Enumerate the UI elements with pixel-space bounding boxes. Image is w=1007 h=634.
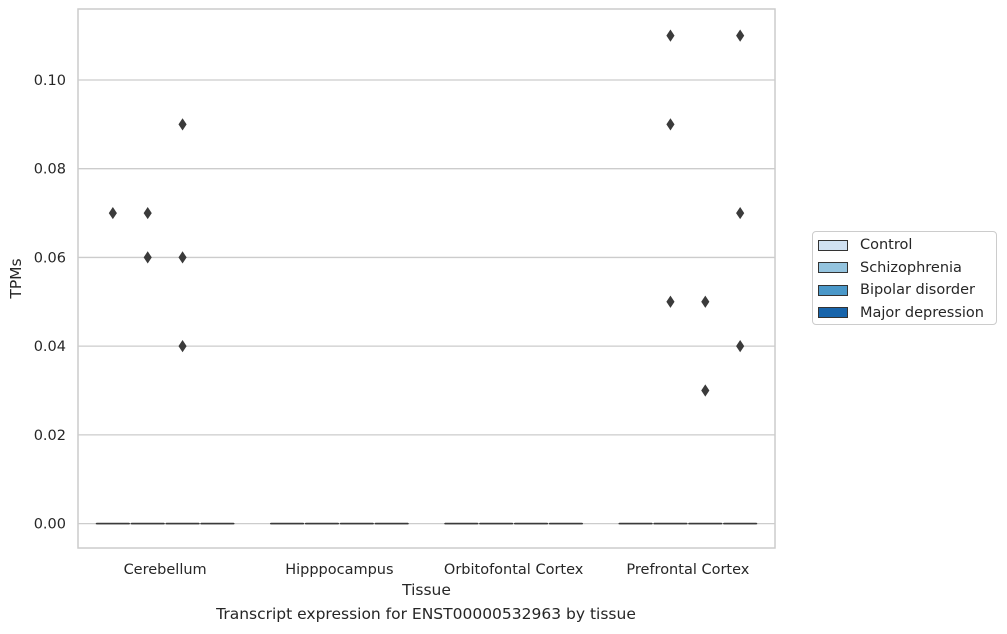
legend-swatch bbox=[818, 284, 848, 296]
x-tick-label: Cerebellum bbox=[124, 562, 207, 578]
outlier-point bbox=[666, 295, 675, 308]
y-tick-label: 0.02 bbox=[34, 428, 66, 444]
legend-swatch bbox=[818, 262, 848, 273]
legend-label: Schizophrenia bbox=[860, 259, 962, 276]
outlier-point bbox=[701, 384, 710, 397]
x-tick-label: Prefrontal Cortex bbox=[626, 562, 749, 578]
legend: Control Schizophrenia Bipolar disorder Majo… bbox=[812, 231, 997, 325]
x-tick-labels: Cerebellum Hipppocampus Orbitofontal Corte… bbox=[124, 562, 750, 578]
outlier-point bbox=[143, 251, 152, 264]
legend-item: Schizophrenia bbox=[818, 258, 962, 278]
legend-item: Control bbox=[818, 235, 912, 255]
outlier-point bbox=[178, 251, 187, 264]
plot-frame bbox=[77, 8, 776, 549]
legend-label: Bipolar disorder bbox=[860, 282, 975, 298]
legend-item: Bipolar disorder bbox=[818, 280, 975, 300]
outlier-point bbox=[108, 206, 117, 220]
legend-label: Major depression bbox=[860, 304, 984, 321]
x-axis-label: Tissue bbox=[401, 581, 451, 599]
outlier-point bbox=[736, 206, 745, 220]
y-axis-label: TPMs bbox=[7, 258, 25, 299]
y-tick-label: 0.00 bbox=[34, 517, 66, 533]
outlier-point bbox=[736, 340, 745, 353]
x-tick-label: Hipppocampus bbox=[285, 562, 393, 578]
y-tick-label: 0.04 bbox=[34, 339, 66, 355]
legend-item: Major depression bbox=[818, 303, 984, 323]
outlier-layer bbox=[108, 29, 745, 397]
y-tick-labels: 0.00 0.02 0.04 0.06 0.08 0.10 bbox=[34, 73, 66, 533]
outlier-point bbox=[178, 340, 187, 353]
outlier-point bbox=[178, 118, 187, 131]
outlier-point bbox=[666, 118, 675, 131]
outlier-point bbox=[666, 29, 675, 42]
outlier-point bbox=[143, 206, 152, 220]
outlier-point bbox=[701, 295, 710, 308]
legend-label: Control bbox=[860, 237, 913, 253]
y-tick-label: 0.10 bbox=[34, 73, 66, 89]
legend-swatch bbox=[818, 239, 848, 251]
legend-swatch bbox=[818, 307, 848, 318]
figure-caption: Transcript expression for ENST0000053296… bbox=[216, 605, 636, 623]
y-tick-label: 0.06 bbox=[34, 250, 66, 266]
x-tick-label: Orbitofontal Cortex bbox=[444, 562, 584, 578]
y-tick-label: 0.08 bbox=[34, 162, 66, 178]
outlier-point bbox=[736, 29, 745, 42]
